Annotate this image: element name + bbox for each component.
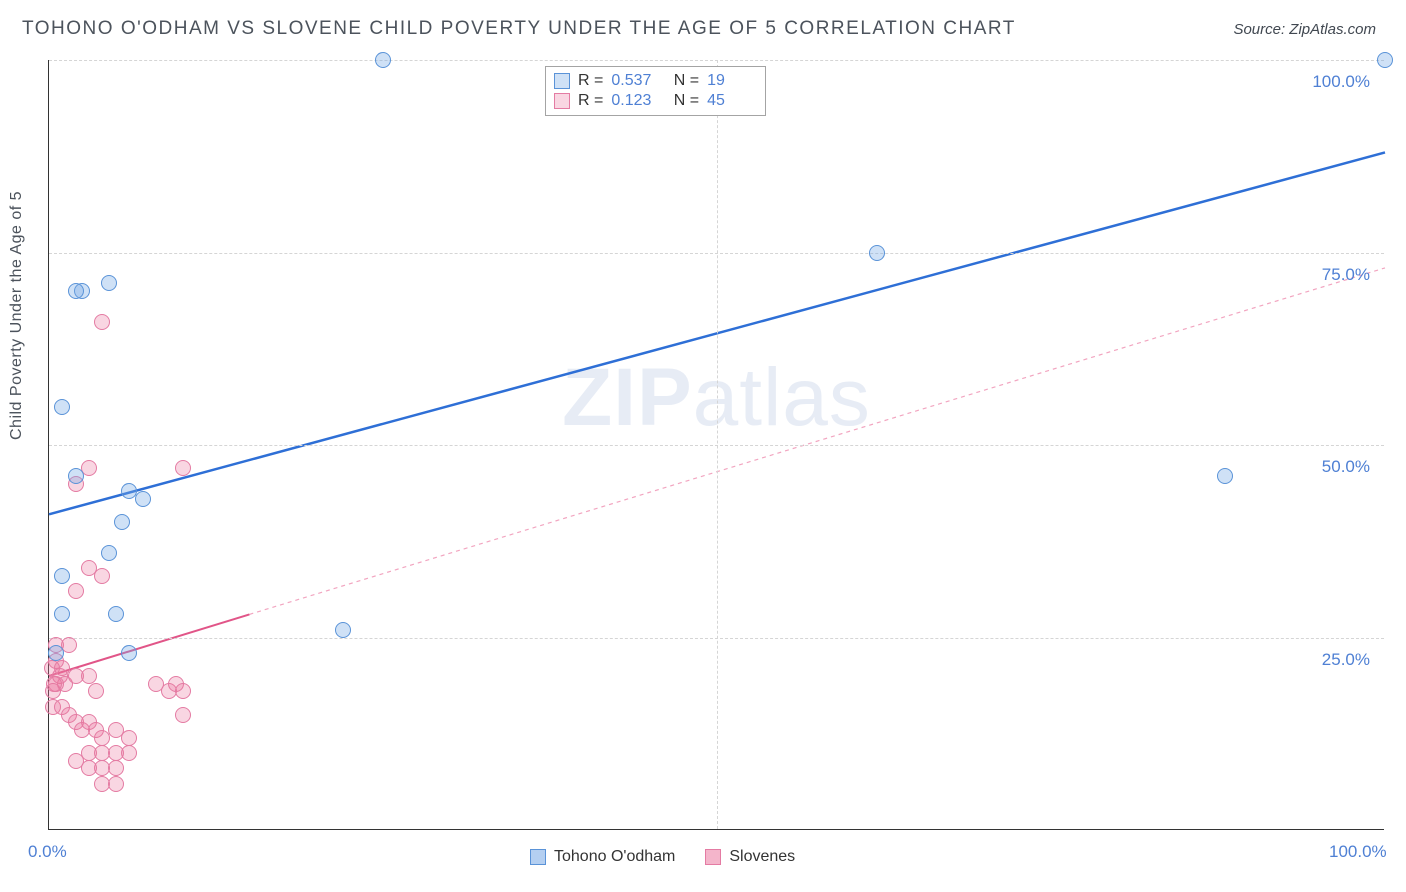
r-value: 0.123 [611, 92, 661, 110]
scatter-point [869, 245, 885, 261]
scatter-point [1217, 468, 1233, 484]
n-label: N = [669, 92, 699, 110]
n-value: 19 [707, 72, 757, 90]
scatter-point [68, 283, 84, 299]
grid-line-v [717, 60, 718, 829]
scatter-point [175, 460, 191, 476]
scatter-point [54, 399, 70, 415]
y-axis-title: Child Poverty Under the Age of 5 [8, 191, 26, 440]
scatter-point [1377, 52, 1393, 68]
scatter-point [121, 645, 137, 661]
watermark-rest: atlas [693, 352, 871, 443]
source-label: Source: ZipAtlas.com [1233, 21, 1376, 38]
scatter-point [54, 568, 70, 584]
scatter-point [88, 683, 104, 699]
x-tick-label: 100.0% [1329, 842, 1387, 862]
scatter-point [375, 52, 391, 68]
scatter-point [54, 606, 70, 622]
scatter-point [121, 730, 137, 746]
n-value: 45 [707, 92, 757, 110]
legend-swatch [554, 73, 570, 89]
scatter-point [114, 514, 130, 530]
scatter-point [135, 491, 151, 507]
scatter-point [81, 760, 97, 776]
y-tick-label: 100.0% [1312, 72, 1370, 92]
scatter-point [175, 707, 191, 723]
n-label: N = [669, 72, 699, 90]
r-label: R = [578, 72, 603, 90]
legend-series-label: Slovenes [729, 848, 795, 866]
y-tick-label: 25.0% [1322, 650, 1370, 670]
scatter-point [68, 468, 84, 484]
scatter-point [48, 645, 64, 661]
legend-series-item: Slovenes [705, 848, 795, 866]
scatter-point [68, 753, 84, 769]
chart-title: TOHONO O'ODHAM VS SLOVENE CHILD POVERTY … [22, 18, 1016, 40]
scatter-point [108, 606, 124, 622]
y-tick-label: 50.0% [1322, 457, 1370, 477]
legend-series-label: Tohono O'odham [554, 848, 675, 866]
watermark-bold: ZIP [562, 352, 693, 443]
scatter-point [81, 668, 97, 684]
scatter-point [94, 776, 110, 792]
scatter-point [108, 760, 124, 776]
legend-corr-row: R = 0.123 N = 45 [554, 91, 757, 111]
legend-corr-row: R = 0.537 N = 19 [554, 71, 757, 91]
scatter-point [94, 314, 110, 330]
scatter-point [101, 275, 117, 291]
legend-swatch [554, 93, 570, 109]
chart-header: TOHONO O'ODHAM VS SLOVENE CHILD POVERTY … [0, 0, 1406, 50]
legend-series-item: Tohono O'odham [530, 848, 675, 866]
scatter-point [101, 545, 117, 561]
scatter-point [121, 745, 137, 761]
legend-swatch [530, 849, 546, 865]
scatter-point [68, 583, 84, 599]
correlation-legend: R = 0.537 N = 19R = 0.123 N = 45 [545, 66, 766, 116]
scatter-point [94, 568, 110, 584]
legend-swatch [705, 849, 721, 865]
scatter-point [335, 622, 351, 638]
scatter-point [46, 676, 62, 692]
x-tick-label: 0.0% [28, 842, 67, 862]
series-legend: Tohono O'odham Slovenes [530, 848, 795, 866]
r-label: R = [578, 92, 603, 110]
r-value: 0.537 [611, 72, 661, 90]
chart-plot-area: ZIPatlas 25.0% 50.0% 75.0% 100.0% [48, 60, 1384, 830]
y-tick-label: 75.0% [1322, 265, 1370, 285]
scatter-point [175, 683, 191, 699]
